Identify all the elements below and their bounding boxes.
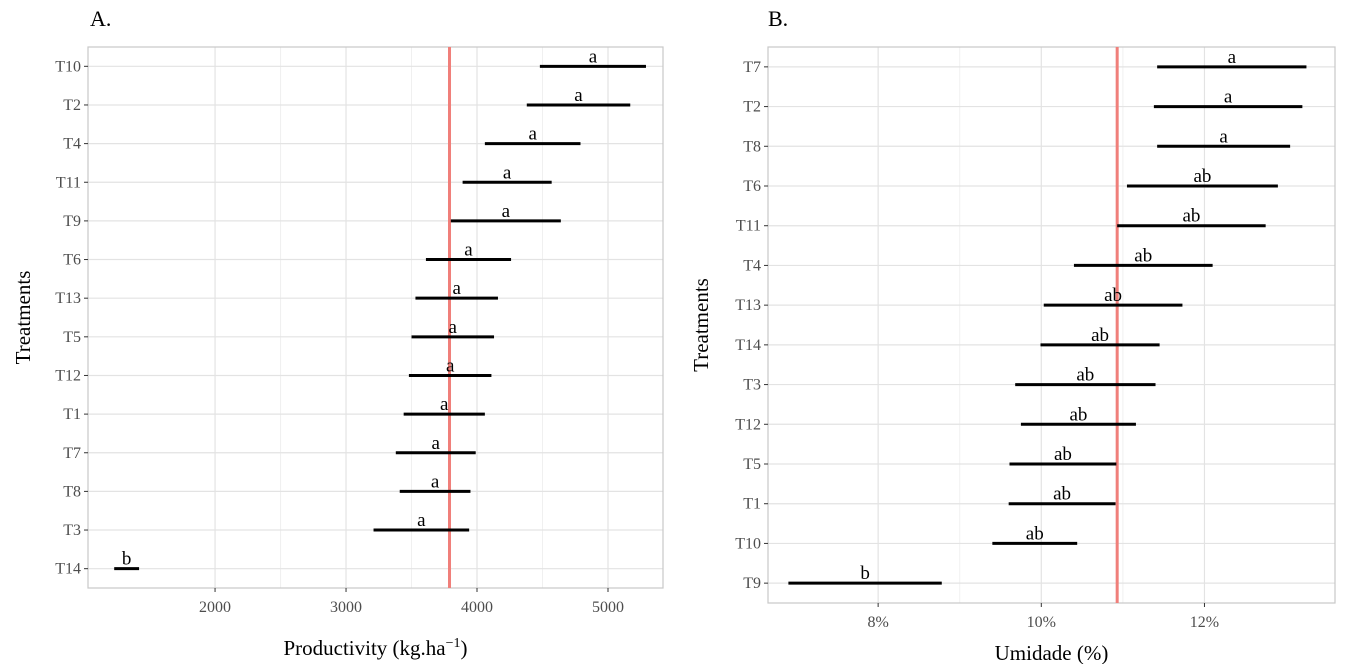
group-letter-t10: a [589,46,598,67]
y-tick-label: T7 [743,59,761,76]
panel-b: B. a T7 a T2 a T8 ab T6 ab T11 ab T4 ab T13 ab T14 ab T3 ab… [689,6,1336,664]
y-tick-label: T9 [743,575,761,592]
y-tick-label: T11 [736,218,761,235]
y-tick-label: T11 [56,174,81,191]
group-letter-t7: a [432,433,441,454]
y-tick-label: T5 [743,456,761,473]
panel-border [767,46,1336,604]
group-letter-t14: ab [1091,325,1109,346]
y-tick-label: T4 [743,257,761,274]
group-letter-t4: a [528,124,537,145]
group-letter-t10: ab [1026,523,1044,544]
x-tick-label: 4000 [461,599,493,616]
group-letter-t5: a [449,317,458,338]
group-letter-t12: a [446,355,455,376]
group-letter-t2: a [1224,87,1233,108]
y-tick-label: T2 [743,99,761,116]
y-tick-label: T7 [63,445,81,462]
group-letter-t9: b [860,563,870,584]
y-tick-label: T12 [55,367,81,384]
y-tick-label: T8 [743,138,761,155]
y-tick-label: T14 [735,337,761,354]
group-letter-t1: ab [1053,484,1071,505]
x-tick-label: 8% [867,614,888,631]
group-letter-t13: a [452,278,461,299]
y-tick-label: T1 [63,406,81,423]
group-letter-t3: ab [1076,365,1094,386]
group-letter-t5: ab [1054,444,1072,465]
x-tick-label: 10% [1027,614,1056,631]
panel-label: B. [768,6,788,31]
group-letter-t11: ab [1182,206,1200,227]
y-tick-label: T1 [743,496,761,513]
group-letter-t8: a [1219,126,1228,147]
y-axis-title: Treatments [11,271,35,365]
group-letter-t3: a [417,510,426,531]
x-tick-label: 12% [1190,614,1219,631]
y-tick-label: T6 [63,252,81,269]
y-tick-label: T3 [743,377,761,394]
x-tick-label: 2000 [199,599,231,616]
panel-label: A. [90,6,111,31]
group-letter-t1: a [440,394,449,415]
group-letter-t12: ab [1069,404,1087,425]
y-tick-label: T10 [735,535,761,552]
y-tick-label: T13 [55,290,81,307]
y-tick-label: T12 [735,416,761,433]
y-tick-label: T10 [55,58,81,75]
y-axis-title: Treatments [689,278,713,372]
group-letter-t8: a [431,471,440,492]
group-letter-t14: b [122,549,132,570]
group-letter-t2: a [574,85,583,106]
group-letter-t6: ab [1193,166,1211,187]
x-axis-title: Umidade (%) [995,641,1109,664]
group-letter-t6: a [464,240,473,261]
y-tick-label: T2 [63,97,81,114]
panel-a: A. a T10 a T2 a T4 a T11 a T9 a T6 a T13 a T5 a T12 a T1 a T7 a… [11,6,664,660]
x-tick-label: 3000 [330,599,362,616]
y-tick-label: T9 [63,213,81,230]
y-tick-label: T13 [735,297,761,314]
x-tick-label: 5000 [592,599,624,616]
y-tick-label: T4 [63,136,81,153]
y-tick-label: T5 [63,329,81,346]
group-letter-t13: ab [1104,285,1122,306]
y-tick-label: T3 [63,522,81,539]
group-letter-t7: a [1228,47,1237,68]
y-tick-label: T6 [743,178,761,195]
y-tick-label: T8 [63,483,81,500]
group-letter-t4: ab [1134,245,1152,266]
x-axis-title: Productivity (kg.ha−1) [283,636,467,660]
group-letter-t9: a [502,201,511,222]
group-letter-t11: a [503,162,512,183]
y-tick-label: T14 [55,561,81,578]
panel-border [87,46,664,589]
